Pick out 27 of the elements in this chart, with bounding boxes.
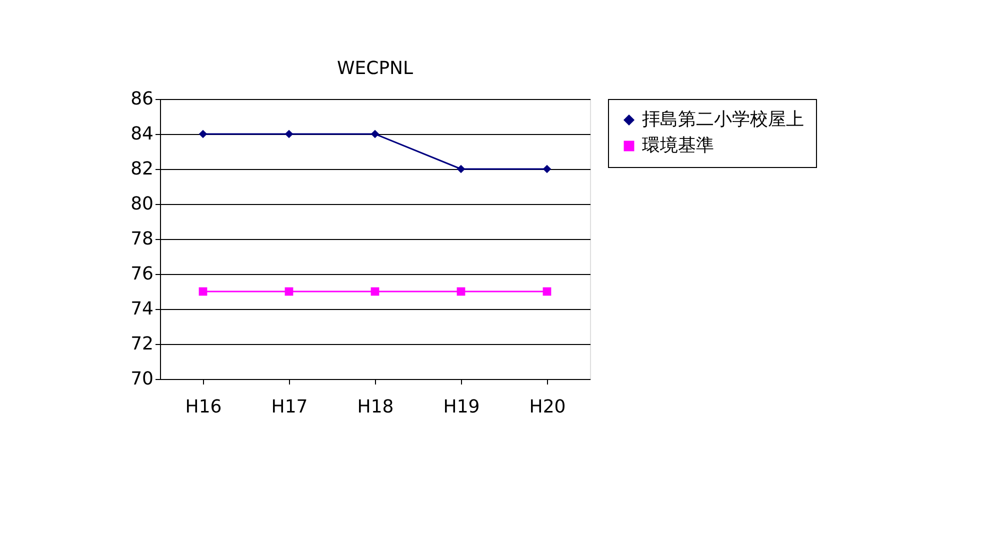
chart-title: WECPNL <box>336 58 414 79</box>
point <box>198 287 208 296</box>
x-tick-label: H16 <box>185 396 222 418</box>
y-tick-label: 78 <box>130 228 154 250</box>
y-tick-label: 80 <box>130 194 154 214</box>
y-tick-label: 76 <box>130 264 154 284</box>
x-tick-label: H19 <box>443 396 480 418</box>
y-tick-label: 86 <box>130 88 154 110</box>
y-tick-label: 70 <box>130 368 154 390</box>
x-tick-label: H20 <box>529 396 566 418</box>
y-tick-label: 74 <box>130 298 154 320</box>
point <box>370 287 380 296</box>
y-tick-label: 72 <box>130 334 154 354</box>
legend-label: 拝島第二小学校屋上 <box>642 109 804 130</box>
point <box>284 130 294 138</box>
point <box>456 164 466 174</box>
legend-label: 環境基準 <box>642 135 714 156</box>
point <box>456 287 466 296</box>
x-tick-label: H17 <box>271 396 308 418</box>
x-tick-label: H18 <box>357 396 394 418</box>
point <box>198 130 208 138</box>
point <box>370 130 380 138</box>
point <box>284 287 294 296</box>
point <box>542 164 552 174</box>
y-tick-label: 84 <box>130 124 154 144</box>
point <box>542 287 552 296</box>
y-tick-label: 82 <box>130 158 154 180</box>
